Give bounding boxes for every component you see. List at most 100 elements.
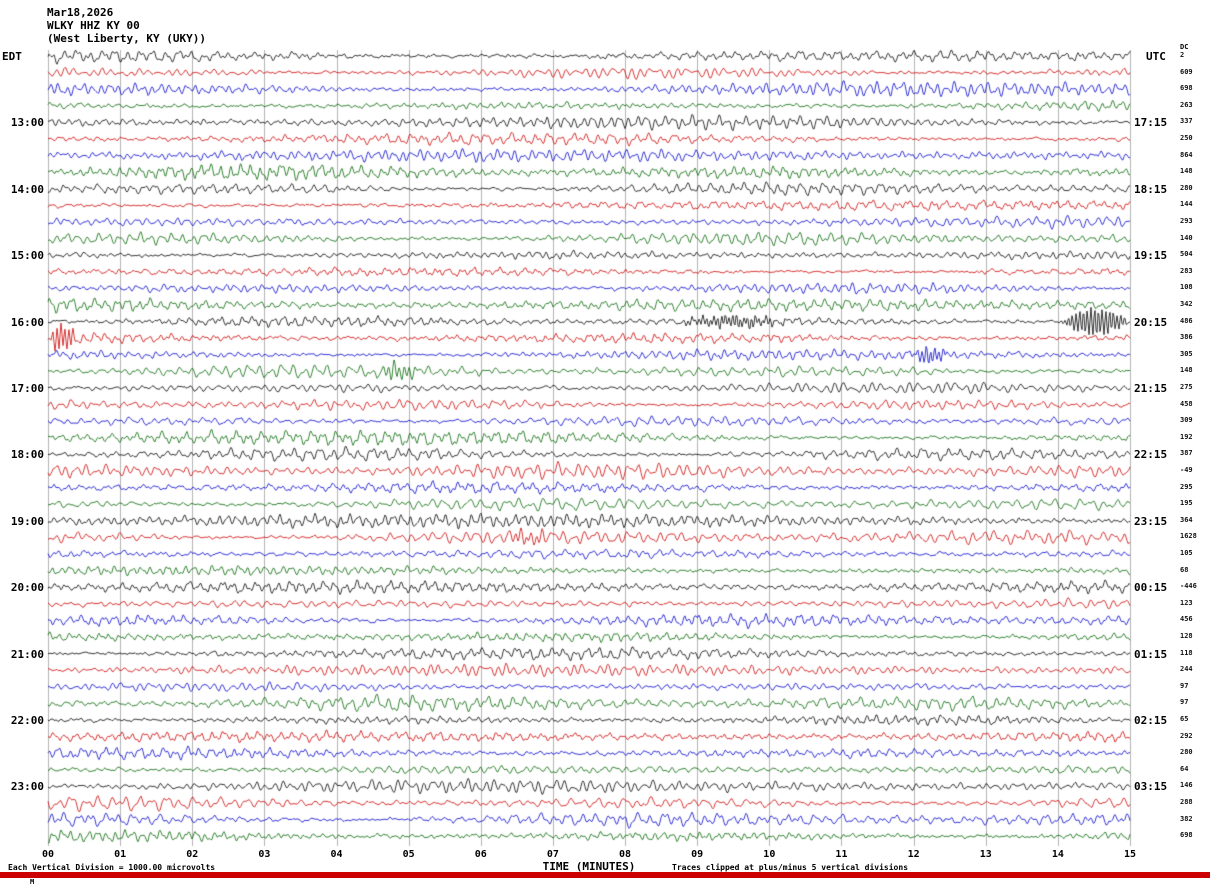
- x-tick-label: 10: [763, 849, 776, 860]
- dc-value: 295: [1180, 482, 1193, 491]
- dc-value: 387: [1180, 449, 1193, 458]
- dc-value: 305: [1180, 349, 1193, 358]
- left-timezone-label: EDT: [2, 50, 22, 63]
- right-timezone-label: UTC: [1146, 50, 1166, 63]
- dc-value: 293: [1180, 217, 1193, 225]
- x-tick-label: 05: [402, 849, 415, 860]
- dc-value: 140: [1180, 233, 1193, 242]
- dc-value: 68: [1180, 565, 1189, 574]
- right-time-label: 22:15: [1134, 448, 1168, 462]
- x-tick-label: 11: [835, 849, 848, 860]
- left-time-label: 16:00: [10, 315, 44, 329]
- left-time-label: 17:00: [10, 382, 44, 395]
- dc-value: 195: [1180, 499, 1193, 508]
- header-station: WLKY HHZ KY 00: [47, 19, 140, 32]
- x-tick-label: 09: [691, 849, 704, 860]
- dc-value: 148: [1180, 167, 1193, 176]
- dc-value: 146: [1180, 781, 1193, 790]
- dc-value: 280: [1180, 183, 1193, 192]
- station-header: Mar18,2026 WLKY HHZ KY 00 (West Liberty,…: [47, 6, 206, 45]
- dc-value: 458: [1180, 399, 1193, 408]
- dc-value: 698: [1180, 84, 1193, 93]
- right-time-label: 21:15: [1134, 382, 1168, 395]
- dc-value: -446: [1180, 582, 1197, 591]
- left-time-label: 18:00: [10, 448, 44, 462]
- left-time-label: 14:00: [10, 182, 44, 196]
- left-time-label: 15:00: [10, 249, 44, 263]
- dc-value: 244: [1180, 665, 1193, 674]
- dc-value: 864: [1180, 150, 1193, 159]
- right-time-label: 02:15: [1134, 714, 1168, 727]
- dc-value: 2: [1180, 51, 1185, 59]
- dc-value: 118: [1180, 648, 1193, 657]
- x-tick-label: 03: [258, 849, 271, 860]
- dc-value: 342: [1180, 300, 1193, 308]
- dc-value: 148: [1180, 366, 1193, 375]
- right-time-label: 00:15: [1134, 581, 1168, 595]
- x-tick-label: 13: [979, 849, 992, 860]
- right-time-label: 18:15: [1134, 182, 1168, 196]
- dc-value: 275: [1180, 383, 1193, 391]
- x-axis-label: TIME (MINUTES): [542, 860, 636, 873]
- dc-value: 486: [1180, 316, 1193, 325]
- dc-value: 192: [1180, 432, 1193, 441]
- dc-value: 386: [1180, 333, 1193, 342]
- footer-scale-note: Each Vertical Division = 1000.00 microvo…: [8, 863, 216, 872]
- x-tick-label: 07: [546, 849, 559, 860]
- x-tick-label: 14: [1051, 849, 1064, 860]
- header-location: (West Liberty, KY (UKY)): [47, 32, 206, 45]
- right-time-label: 01:15: [1134, 647, 1168, 661]
- dc-value: 364: [1180, 515, 1193, 524]
- dc-value: 288: [1180, 798, 1193, 806]
- dc-value: 337: [1180, 117, 1193, 126]
- dc-value: 128: [1180, 632, 1193, 640]
- right-time-label: 23:15: [1134, 514, 1168, 528]
- left-time-label: 22:00: [10, 714, 44, 727]
- left-time-label: 19:00: [10, 514, 44, 528]
- right-time-label: 03:15: [1134, 780, 1168, 794]
- dc-value: 1628: [1180, 532, 1197, 541]
- x-tick-label: 01: [114, 849, 127, 860]
- dc-value: 65: [1180, 715, 1189, 723]
- dc-value: 504: [1180, 250, 1193, 259]
- dc-value: 382: [1180, 814, 1193, 823]
- dc-value: 144: [1180, 200, 1193, 209]
- footer-clip-note: Traces clipped at plus/minus 5 vertical …: [672, 863, 909, 872]
- right-time-label: 20:15: [1134, 315, 1168, 329]
- dc-value: 280: [1180, 748, 1193, 757]
- x-tick-label: 15: [1123, 849, 1137, 860]
- dc-value: 108: [1180, 283, 1193, 292]
- dc-value: 609: [1180, 67, 1193, 76]
- bottom-red-bar: [0, 872, 1210, 878]
- right-time-label: 19:15: [1134, 249, 1168, 263]
- right-time-label: 17:15: [1134, 116, 1168, 130]
- dc-value: 283: [1180, 266, 1193, 275]
- dc-value: 64: [1180, 764, 1189, 773]
- header-date: Mar18,2026: [47, 6, 114, 19]
- dc-value: -49: [1180, 466, 1193, 474]
- dc-value: 309: [1180, 416, 1193, 425]
- dc-column-header: DC: [1180, 43, 1189, 51]
- left-time-label: 20:00: [10, 581, 44, 595]
- corner-mark: M: [30, 878, 35, 886]
- dc-value: 292: [1180, 731, 1193, 740]
- x-tick-label: 06: [474, 849, 487, 860]
- dc-value: 123: [1180, 598, 1193, 607]
- x-tick-label: 08: [619, 849, 632, 860]
- left-time-label: 13:00: [10, 116, 44, 130]
- left-time-label: 21:00: [10, 647, 44, 661]
- left-time-label: 23:00: [10, 780, 44, 794]
- dc-value: 698: [1180, 831, 1193, 840]
- x-tick-label: 00: [41, 849, 55, 860]
- x-tick-label: 12: [907, 849, 920, 860]
- dc-value: 97: [1180, 681, 1189, 690]
- dc-value: 97: [1180, 698, 1189, 707]
- dc-value: 250: [1180, 134, 1193, 142]
- dc-value: 456: [1180, 615, 1193, 624]
- dc-value: 263: [1180, 100, 1193, 109]
- dc-value: 105: [1180, 549, 1193, 557]
- x-tick-label: 02: [186, 849, 199, 860]
- x-tick-label: 04: [330, 849, 343, 860]
